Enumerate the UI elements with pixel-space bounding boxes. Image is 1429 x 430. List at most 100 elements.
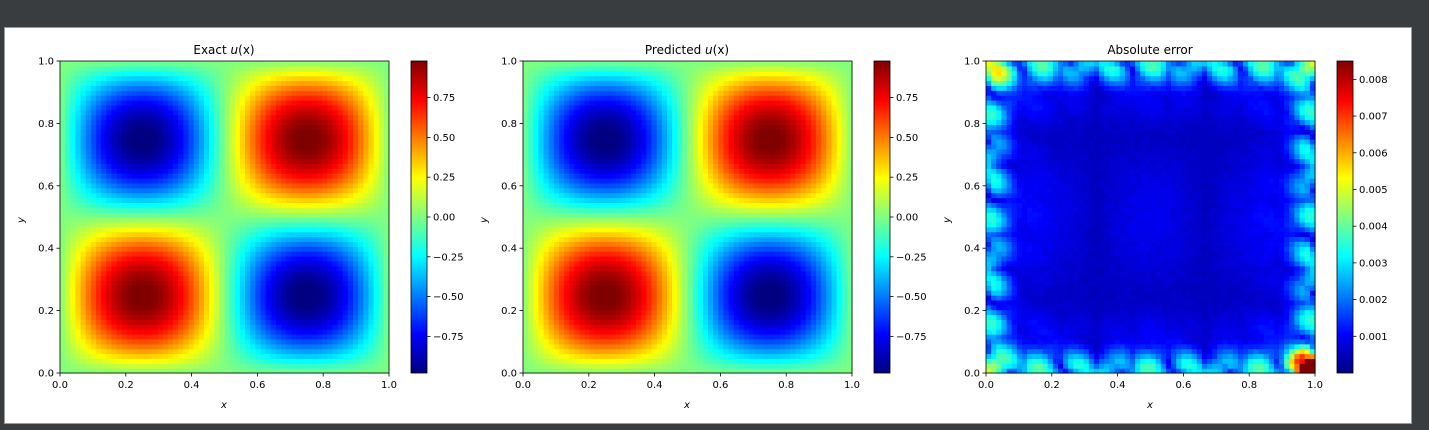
heatmap-cell <box>564 314 570 320</box>
heatmap-cell <box>147 231 154 238</box>
heatmap-cell <box>270 309 277 316</box>
heatmap-cell <box>378 226 385 233</box>
heatmap-cell <box>65 314 71 320</box>
heatmap-cell <box>265 270 272 277</box>
heatmap-cell <box>245 100 251 106</box>
heatmap-cell <box>342 353 349 359</box>
heatmap-cell <box>245 275 251 281</box>
heatmap-cell <box>152 329 159 335</box>
heatmap-cell <box>553 202 560 208</box>
heatmap-cell <box>209 178 215 184</box>
heatmap-cell <box>75 241 82 247</box>
heatmap-cell <box>178 226 184 233</box>
heatmap-cell <box>234 343 241 350</box>
heatmap-cell <box>116 178 123 184</box>
heatmap-cell <box>203 134 210 140</box>
heatmap-cell <box>543 295 550 301</box>
heatmap-cell <box>198 221 205 228</box>
heatmap-cell <box>255 70 262 77</box>
heatmap-cell <box>137 173 143 179</box>
heatmap-cell <box>533 80 540 86</box>
heatmap-cell <box>85 90 92 96</box>
heatmap-cell <box>209 212 215 218</box>
heatmap-cell <box>373 75 380 82</box>
heatmap-cell <box>193 61 200 67</box>
heatmap-cell <box>234 187 241 194</box>
heatmap-cell <box>198 114 205 121</box>
heatmap-cell <box>80 348 87 355</box>
heatmap-cell <box>209 124 215 130</box>
heatmap-cell <box>224 75 231 82</box>
heatmap-cell <box>322 217 328 223</box>
heatmap-cell <box>111 304 118 311</box>
heatmap-cell <box>157 139 164 145</box>
heatmap-cell <box>358 163 364 169</box>
heatmap-cell <box>173 90 179 96</box>
heatmap-cell <box>250 158 256 164</box>
heatmap-cell <box>332 309 339 316</box>
heatmap-cell <box>342 275 349 281</box>
heatmap-cell <box>167 90 174 96</box>
heatmap-cell <box>111 129 118 135</box>
heatmap-cell <box>131 295 138 301</box>
heatmap-cell <box>363 153 370 160</box>
heatmap-cell <box>368 202 375 208</box>
heatmap-cell <box>265 265 272 272</box>
heatmap-cell <box>126 270 133 277</box>
heatmap-cell <box>224 304 231 311</box>
heatmap-cell <box>528 334 534 340</box>
heatmap-cell <box>214 221 220 228</box>
heatmap-cell <box>224 114 231 121</box>
heatmap-cell <box>90 217 97 223</box>
heatmap-cell <box>219 231 226 238</box>
heatmap-cell <box>347 217 354 223</box>
heatmap-cell <box>70 75 77 82</box>
heatmap-cell <box>209 168 215 174</box>
heatmap-cell <box>255 85 262 91</box>
heatmap-cell <box>543 158 550 164</box>
heatmap-cell <box>234 338 241 345</box>
heatmap-cell <box>193 343 200 350</box>
heatmap-cell <box>137 368 143 374</box>
heatmap-cell <box>317 187 323 194</box>
heatmap-cell <box>90 129 97 135</box>
heatmap-cell <box>558 100 565 106</box>
heatmap-cell <box>533 75 540 82</box>
heatmap-cell <box>332 85 339 91</box>
heatmap-cell <box>358 139 364 145</box>
heatmap-cell <box>198 192 205 199</box>
heatmap-cell <box>147 65 154 72</box>
heatmap-cell <box>558 285 565 291</box>
heatmap-cell <box>209 100 215 106</box>
heatmap-cell <box>574 280 581 286</box>
heatmap-cell <box>85 299 92 306</box>
heatmap-cell <box>538 217 545 223</box>
heatmap-cell <box>70 358 77 364</box>
heatmap-cell <box>80 280 87 286</box>
heatmap-cell <box>528 104 534 111</box>
heatmap-cell <box>342 75 349 82</box>
heatmap-cell <box>548 85 555 91</box>
heatmap-cell <box>574 251 581 257</box>
heatmap-cell <box>224 119 231 125</box>
heatmap-cell <box>296 153 303 160</box>
heatmap-cell <box>193 304 200 311</box>
heatmap-cell <box>167 212 174 218</box>
heatmap-cell <box>589 324 596 330</box>
heatmap-cell <box>378 309 385 316</box>
heatmap-cell <box>234 202 241 208</box>
heatmap-cell <box>538 85 545 91</box>
heatmap-cell <box>95 309 102 316</box>
heatmap-cell <box>234 139 241 145</box>
heatmap-cell <box>363 114 370 121</box>
heatmap-cell <box>198 100 205 106</box>
heatmap-cell <box>245 290 251 296</box>
heatmap-cell <box>301 187 308 194</box>
heatmap-cell <box>548 65 555 72</box>
heatmap-cell <box>250 134 256 140</box>
heatmap-cell <box>353 202 359 208</box>
heatmap-cell <box>214 100 220 106</box>
heatmap-cell <box>291 109 298 116</box>
heatmap-cell <box>214 304 220 311</box>
heatmap-cell <box>95 168 102 174</box>
